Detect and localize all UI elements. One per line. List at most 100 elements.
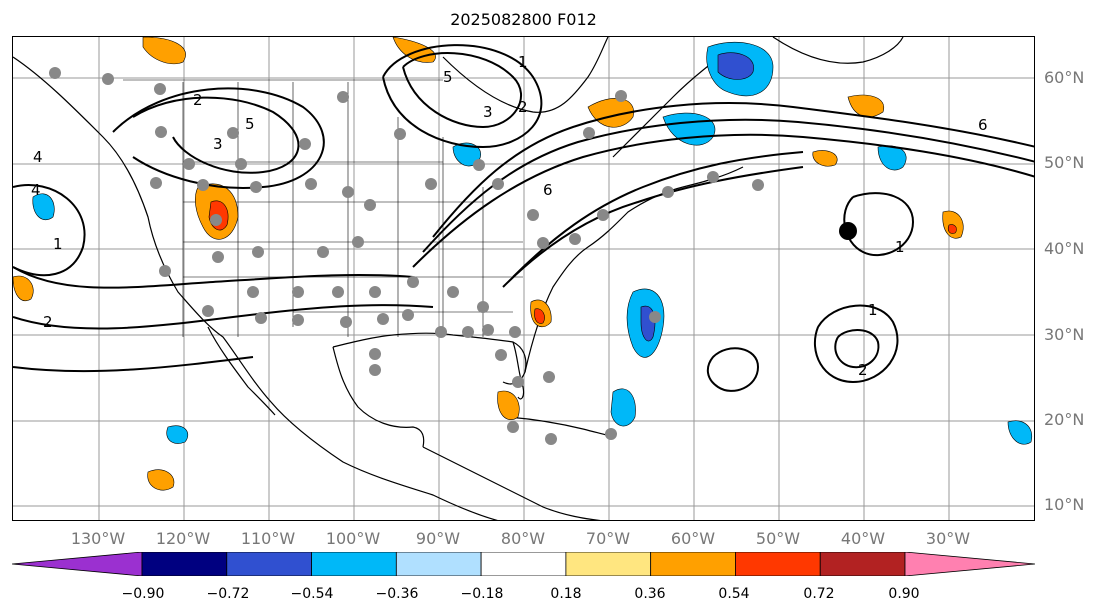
station-marker	[210, 214, 222, 226]
contour-ridge-nw	[132, 96, 300, 174]
station-marker	[292, 286, 304, 298]
station-marker	[369, 364, 381, 376]
station-marker	[212, 251, 224, 263]
contour-label: 6	[978, 116, 988, 134]
contour-label: 4	[33, 148, 43, 166]
lon-label: 30°W	[925, 529, 971, 548]
contour-label: 3	[483, 103, 493, 121]
lat-label: 20°N	[1044, 410, 1085, 429]
contour-label: 6	[543, 181, 553, 199]
contour-label: 5	[443, 68, 453, 86]
darkblue-core-labrador	[717, 52, 754, 80]
contour-west-4	[13, 356, 254, 373]
colorbar-tick-label: −0.72	[206, 586, 250, 602]
colorbar-tick-label: −0.18	[460, 586, 504, 602]
contour-label: 1	[868, 301, 878, 319]
contour-label: 2	[518, 98, 528, 116]
station-marker	[159, 265, 171, 277]
blue-patch-west	[32, 193, 55, 221]
lon-label: 50°W	[755, 529, 801, 548]
blue-patch-south	[166, 425, 189, 444]
station-marker	[150, 177, 162, 189]
orange-patch-south	[147, 469, 175, 491]
central-america	[422, 446, 601, 520]
station-marker	[569, 233, 581, 245]
contour-label: 5	[245, 115, 255, 133]
orange-patch-cuba	[497, 390, 520, 421]
lon-label: 100°W	[325, 529, 381, 548]
lon-label: 40°W	[840, 529, 886, 548]
colorbar-segment	[735, 552, 821, 576]
station-marker	[662, 186, 674, 198]
station-marker	[537, 237, 549, 249]
lon-label: 60°W	[670, 529, 716, 548]
mexico-gulf	[332, 346, 425, 448]
red-dot-east	[947, 224, 957, 234]
station-marker	[305, 178, 317, 190]
contour-jet-4	[512, 151, 804, 278]
contour-label-group: 5 4 3 2 1 6 5 3 2 1 2 1 2 1 6 4	[31, 53, 988, 379]
station-marker	[545, 433, 557, 445]
west-coast	[13, 56, 498, 520]
station-marker	[597, 209, 609, 221]
blue-patch-far-east	[1007, 420, 1033, 445]
map-panel: 5 4 3 2 1 6 5 3 2 1 2 1 2 1 6 4	[12, 36, 1035, 521]
station-marker	[369, 348, 381, 360]
hudson-bay	[442, 37, 609, 113]
colorbar-segment	[141, 552, 228, 576]
colorbar-extend-high	[904, 552, 1035, 576]
station-marker	[183, 158, 195, 170]
colorbar-tick-label: −0.90	[121, 586, 165, 602]
station-marker	[507, 421, 519, 433]
lon-label: 130°W	[70, 529, 126, 548]
storm-center-marker	[839, 222, 857, 240]
station-marker	[435, 326, 447, 338]
colorbar-tick-label: −0.36	[375, 586, 419, 602]
station-marker	[495, 349, 507, 361]
contour-west-2	[13, 266, 414, 289]
contour-label: 2	[193, 91, 203, 109]
station-marker	[492, 178, 504, 190]
station-marker	[342, 186, 354, 198]
colorbar-segment	[650, 552, 736, 576]
colorbar-extend-low	[12, 552, 143, 576]
contour-label: 2	[43, 313, 53, 331]
station-marker	[752, 179, 764, 191]
colorbar-tick-label: 0.54	[718, 586, 750, 602]
station-marker	[247, 286, 259, 298]
florida	[512, 341, 525, 400]
station-marker	[227, 127, 239, 139]
lon-label: 90°W	[415, 529, 461, 548]
colorbar-segment	[395, 552, 482, 576]
lat-label: 60°N	[1044, 68, 1085, 87]
orange-patch-1	[142, 37, 186, 65]
contour-label: 1	[53, 235, 63, 253]
station-marker	[615, 90, 627, 102]
station-marker	[402, 309, 414, 321]
station-marker	[369, 286, 381, 298]
station-marker	[707, 171, 719, 183]
station-marker	[252, 246, 264, 258]
station-marker	[250, 181, 262, 193]
lon-label: 70°W	[585, 529, 631, 548]
greenland	[772, 37, 904, 64]
contour-label: 1	[518, 53, 528, 71]
contour-label: 1	[895, 238, 905, 256]
station-marker	[473, 159, 485, 171]
colorbar-tick-label: 0.36	[634, 586, 666, 602]
contour-hudson	[402, 52, 523, 129]
station-marker	[49, 67, 61, 79]
baja	[207, 326, 276, 416]
contour-label: 3	[213, 135, 223, 153]
station-marker	[364, 199, 376, 211]
station-marker	[583, 127, 595, 139]
darkblue-core-atlantic	[640, 305, 656, 342]
contour-label: 2	[858, 361, 868, 379]
station-marker	[649, 311, 661, 323]
gulf-coast	[332, 332, 527, 385]
chart-title: 2025082800 F012	[450, 10, 597, 29]
station-marker	[477, 301, 489, 313]
contour-low-3	[834, 329, 880, 369]
colorbar-segment	[311, 552, 397, 576]
colorbar-segment	[480, 552, 567, 576]
